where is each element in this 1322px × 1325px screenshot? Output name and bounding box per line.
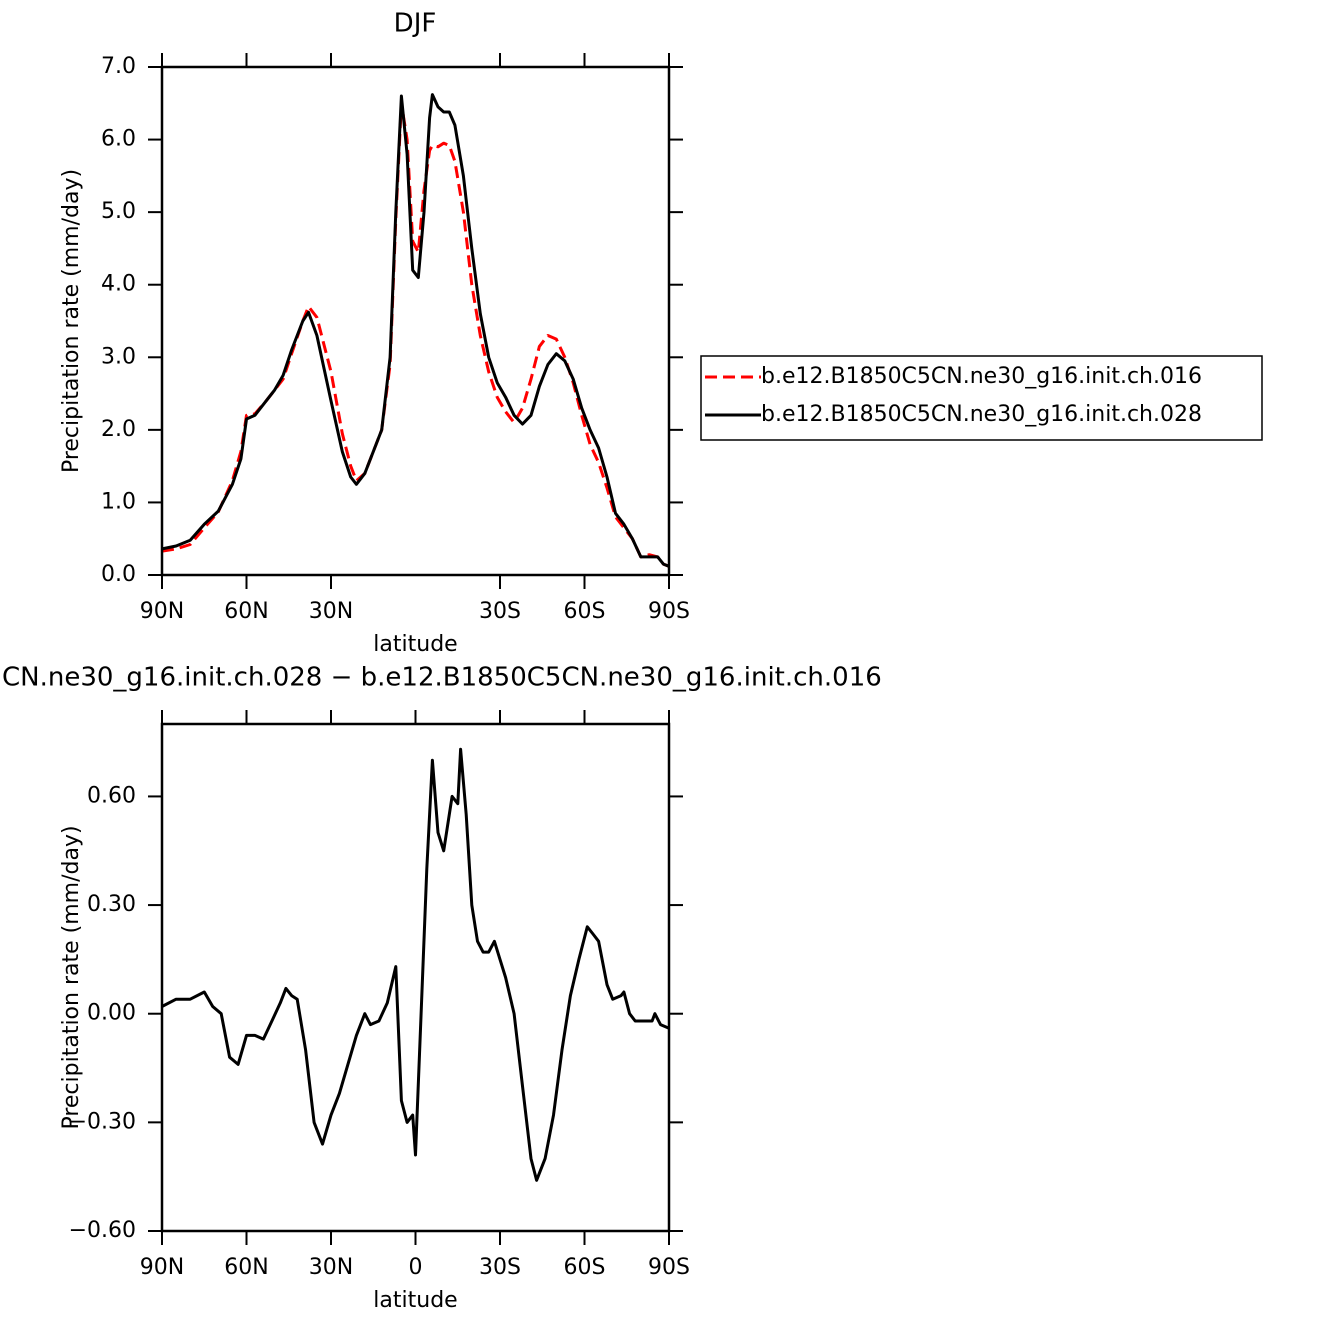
x-tick-label: 90S xyxy=(648,1255,690,1280)
y-tick-label: 2.0 xyxy=(101,417,136,442)
y-tick-label: 5.0 xyxy=(101,199,136,224)
plot-frame xyxy=(160,65,671,577)
legend-label: b.e12.B1850C5CN.ne30_g16.init.ch.028 xyxy=(761,402,1202,427)
x-tick-label: 60S xyxy=(564,599,606,624)
x-tick-label: 60N xyxy=(224,1255,268,1280)
y-tick-label: 1.0 xyxy=(101,489,136,514)
data-line xyxy=(161,93,670,568)
y-tick-label: 7.0 xyxy=(101,54,136,79)
y-tick-label: 4.0 xyxy=(101,272,136,297)
x-tick-label: 90N xyxy=(140,1255,184,1280)
x-tick-label: 30N xyxy=(309,599,353,624)
x-tick-label: 0 xyxy=(409,1255,423,1280)
x-tick-label: 30N xyxy=(309,1255,353,1280)
y-tick-label: 3.0 xyxy=(101,344,136,369)
y-tick-label: 0.00 xyxy=(87,1001,136,1026)
data-line xyxy=(161,101,670,568)
x-tick-label: 90S xyxy=(648,599,690,624)
x-tick-label: 90N xyxy=(140,599,184,624)
y-tick-label: −0.60 xyxy=(69,1218,136,1243)
legend-label: b.e12.B1850C5CN.ne30_g16.init.ch.016 xyxy=(761,364,1202,389)
y-tick-label: −0.30 xyxy=(69,1109,136,1134)
y-axis-label: Precipitation rate (mm/day) xyxy=(59,169,84,473)
y-tick-label: 0.60 xyxy=(87,783,136,808)
chart-title: CN.ne30_g16.init.ch.028 − b.e12.B1850C5C… xyxy=(2,663,882,693)
y-tick-label: 6.0 xyxy=(101,127,136,152)
x-tick-label: 30S xyxy=(479,599,521,624)
y-axis-label: Precipitation rate (mm/day) xyxy=(59,825,84,1129)
legend-box xyxy=(700,355,1263,441)
y-tick-label: 0.0 xyxy=(101,562,136,587)
chart-title: DJF xyxy=(394,9,437,39)
plot-frame xyxy=(160,722,671,1233)
x-tick-label: 60S xyxy=(564,1255,606,1280)
y-tick-label: 0.30 xyxy=(87,892,136,917)
x-tick-label: 30S xyxy=(479,1255,521,1280)
data-line xyxy=(161,747,670,1182)
x-axis-label: latitude xyxy=(373,1288,457,1313)
x-axis-label: latitude xyxy=(373,632,457,657)
x-tick-label: 60N xyxy=(224,599,268,624)
